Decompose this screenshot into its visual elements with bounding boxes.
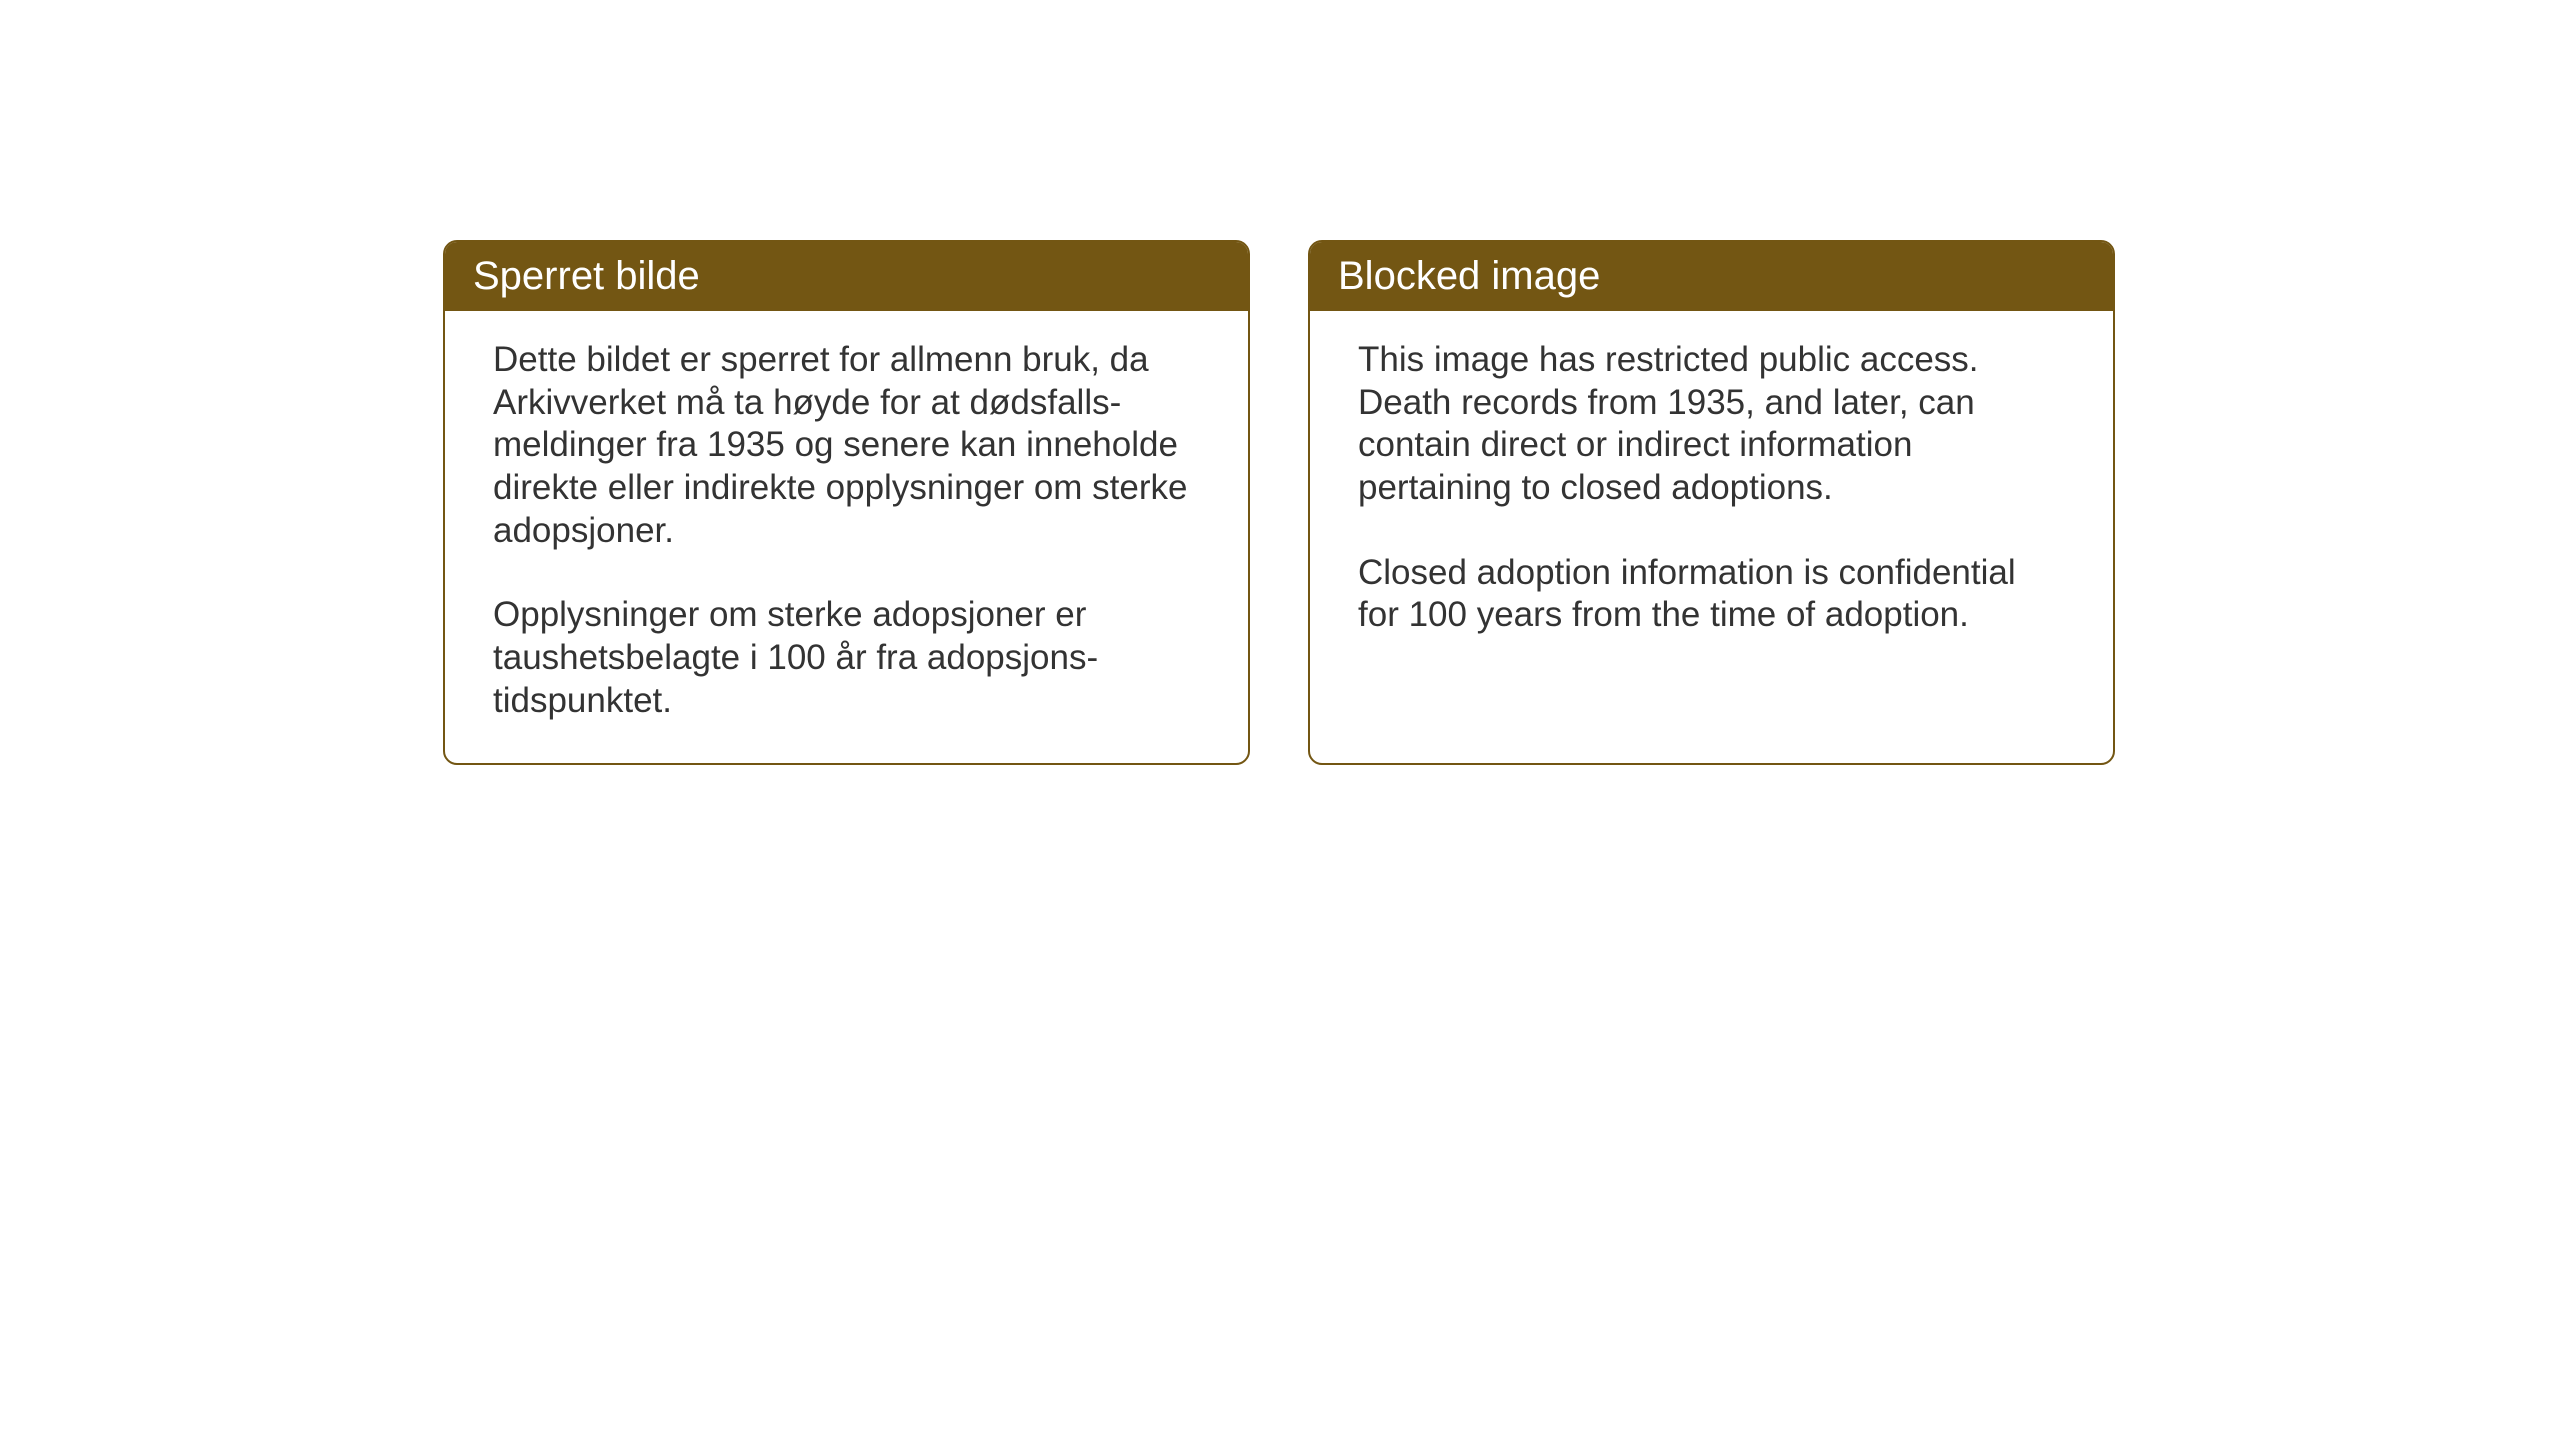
notice-card-english: Blocked image This image has restricted … <box>1308 240 2115 765</box>
card-body-norwegian: Dette bildet er sperret for allmenn bruk… <box>445 311 1248 763</box>
paragraph-norwegian-1: Dette bildet er sperret for allmenn bruk… <box>493 339 1200 552</box>
notice-card-norwegian: Sperret bilde Dette bildet er sperret fo… <box>443 240 1250 765</box>
notice-container: Sperret bilde Dette bildet er sperret fo… <box>443 240 2115 765</box>
card-header-english: Blocked image <box>1310 242 2113 311</box>
paragraph-norwegian-2: Opplysninger om sterke adopsjoner er tau… <box>493 594 1200 722</box>
paragraph-english-1: This image has restricted public access.… <box>1358 339 2065 510</box>
card-title-english: Blocked image <box>1338 254 1600 298</box>
paragraph-english-2: Closed adoption information is confident… <box>1358 552 2065 637</box>
card-header-norwegian: Sperret bilde <box>445 242 1248 311</box>
card-title-norwegian: Sperret bilde <box>473 254 700 298</box>
card-body-english: This image has restricted public access.… <box>1310 311 2113 748</box>
